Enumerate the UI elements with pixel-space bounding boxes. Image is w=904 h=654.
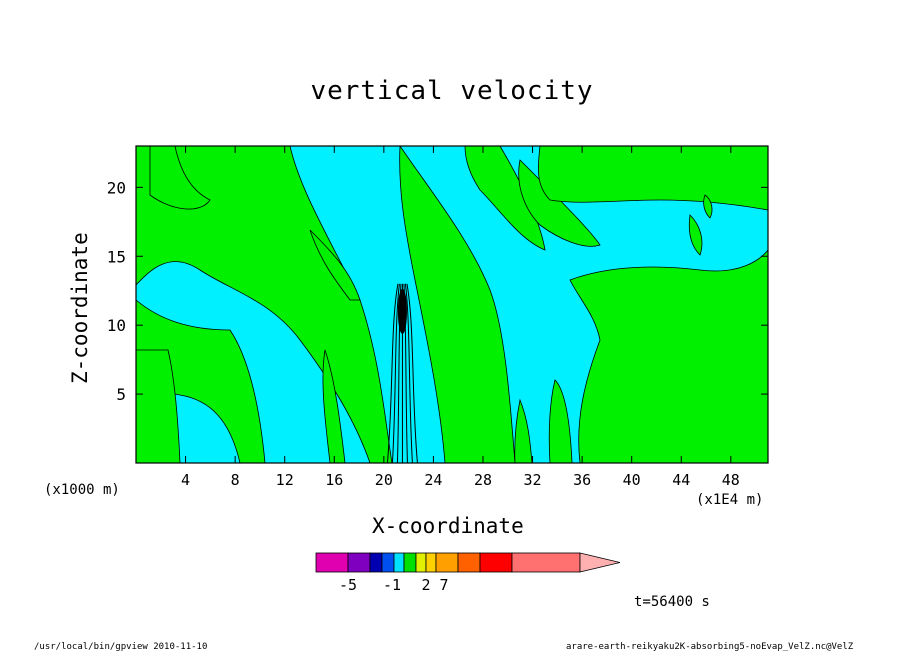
- updraft-peak: [397, 288, 407, 334]
- y-tick-label-5: 5: [116, 385, 126, 404]
- footer-command: /usr/local/bin/gpview 2010-11-10: [34, 642, 208, 652]
- positive-region-14: [688, 214, 703, 256]
- positive-region-3: [149, 146, 211, 210]
- positive-region-11: [514, 398, 533, 463]
- x-tick-label-32: 32: [524, 471, 542, 489]
- y-tick-label-20: 20: [107, 178, 126, 197]
- updraft-contour-1: [386, 283, 399, 463]
- colorbar-label-7: 7: [439, 576, 448, 594]
- colorbar-label--5: -5: [339, 576, 357, 594]
- updraft-core: [386, 283, 418, 463]
- colorbar-cell-7: [415, 552, 427, 573]
- x-unit-label: (x1000 m): [44, 482, 120, 498]
- colorbar-cell-11: [479, 552, 513, 573]
- colorbar-arrow: [579, 552, 621, 573]
- x-tick-label-44: 44: [672, 471, 690, 489]
- y-axis-ticks: 5 10 15 20: [107, 178, 768, 404]
- x-tick-label-8: 8: [231, 471, 240, 489]
- updraft-contour-6: [404, 283, 413, 463]
- footer-file: arare-earth-reikyaku2K-absorbing5-noEvap…: [566, 642, 854, 652]
- colorbar-cell-6: [403, 552, 417, 573]
- x-tick-label-12: 12: [276, 471, 294, 489]
- positive-region-8: [537, 146, 768, 211]
- positive-region-13: [322, 349, 346, 463]
- x-tick-label-24: 24: [424, 471, 442, 489]
- x-tick-label-36: 36: [573, 471, 591, 489]
- time-label: t=56400 s: [634, 594, 710, 610]
- colorbar-cell-1: [315, 552, 349, 573]
- x-axis-label: X-coordinate: [372, 514, 524, 538]
- colorbar-cell-8: [425, 552, 437, 573]
- x-tick-label-16: 16: [325, 471, 343, 489]
- positive-region-7: [518, 159, 601, 247]
- colorbar-cell-5: [393, 552, 405, 573]
- positive-region-9: [569, 249, 768, 463]
- positive-region-4: [309, 229, 361, 301]
- chart-title: vertical velocity: [310, 76, 594, 106]
- x-tick-label-28: 28: [474, 471, 492, 489]
- colorbar: -5 -1 2 7: [315, 552, 621, 594]
- colorbar-cell-9: [435, 552, 459, 573]
- x-tick-label-48: 48: [722, 471, 740, 489]
- x-tick-label-40: 40: [623, 471, 641, 489]
- x-scale-label: (x1E4 m): [696, 492, 764, 508]
- positive-region-1: [136, 146, 393, 463]
- plot-frame: [135, 145, 769, 464]
- colorbar-cell-10: [457, 552, 481, 573]
- colorbar-cell-3: [369, 552, 383, 573]
- positive-region-15: [703, 194, 713, 219]
- updraft-contour-2: [391, 283, 400, 463]
- colorbar-cell-2: [347, 552, 371, 573]
- colorbar-label--1: -1: [383, 576, 401, 594]
- y-tick-label-10: 10: [107, 316, 126, 335]
- x-tick-label-4: 4: [181, 471, 190, 489]
- x-axis-ticks: 4 8 12 16 20 24 28 32 36 40 44 48: [181, 146, 740, 489]
- y-tick-label-15: 15: [107, 247, 126, 266]
- y-axis-label: Z-coordinate: [68, 232, 92, 384]
- x-tick-label-20: 20: [375, 471, 393, 489]
- positive-region-10: [548, 379, 573, 463]
- positive-velocity-regions: [136, 146, 768, 463]
- colorbar-label-2: 2: [421, 576, 430, 594]
- colorbar-cell-12: [511, 552, 581, 573]
- colorbar-cell-4: [381, 552, 395, 573]
- updraft-contour-7: [406, 283, 418, 463]
